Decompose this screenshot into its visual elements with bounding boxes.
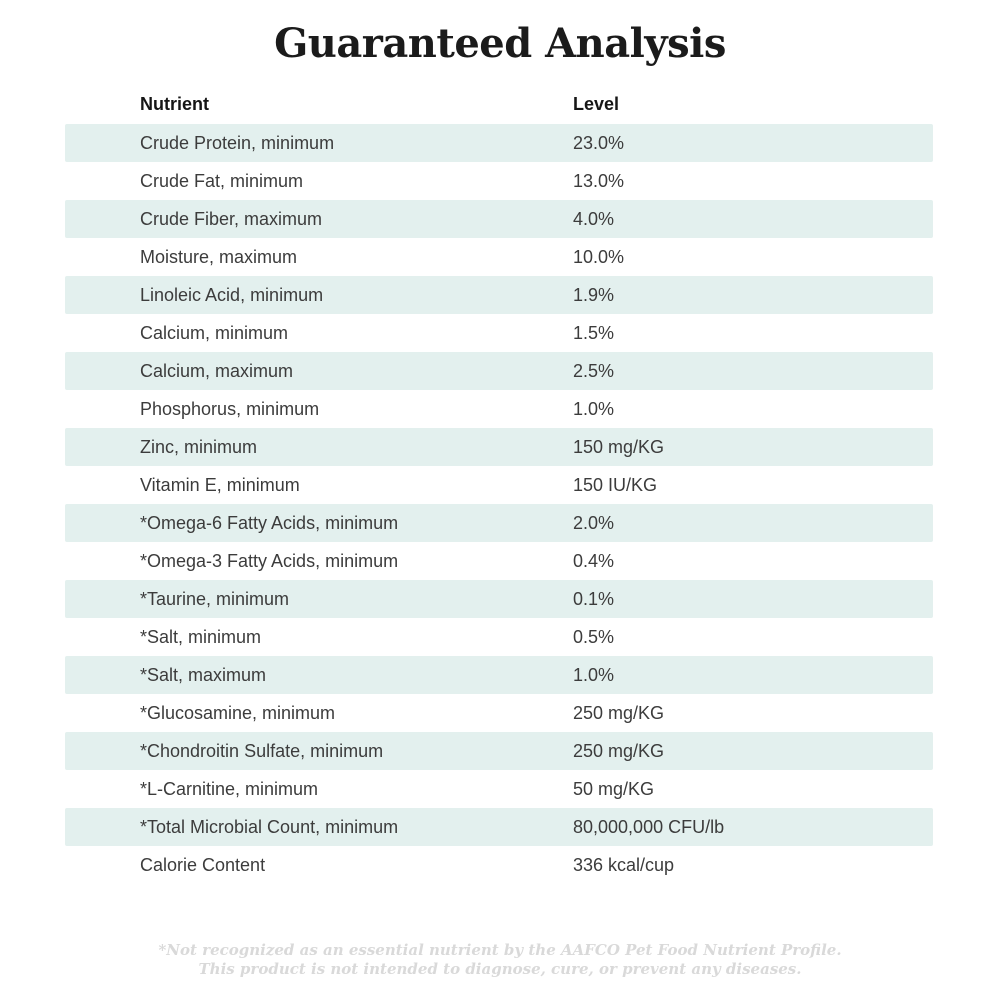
table-row: *Salt, minimum 0.5% <box>65 618 933 656</box>
table-row: Phosphorus, minimum 1.0% <box>65 390 933 428</box>
table-row: Calcium, maximum 2.5% <box>65 352 933 390</box>
nutrient-cell: *Salt, maximum <box>140 664 267 685</box>
table-row: *Taurine, minimum 0.1% <box>65 580 933 618</box>
level-cell: 1.0% <box>573 398 615 419</box>
column-header-nutrient: Nutrient <box>140 93 209 114</box>
table-row: Calorie Content 336 kcal/cup <box>65 846 933 884</box>
level-cell: 1.0% <box>573 664 615 685</box>
level-cell: 4.0% <box>573 208 615 229</box>
table-row: Crude Fiber, maximum 4.0% <box>65 200 933 238</box>
nutrient-cell: *Total Microbial Count, minimum <box>140 816 399 837</box>
table-row: Vitamin E, minimum 150 IU/KG <box>65 466 933 504</box>
nutrient-cell: Crude Fiber, maximum <box>140 208 323 229</box>
nutrient-cell: Phosphorus, minimum <box>140 398 320 419</box>
table-row: *Omega-3 Fatty Acids, minimum 0.4% <box>65 542 933 580</box>
table-header-row: Nutrient Level <box>65 84 933 124</box>
table-row: Linoleic Acid, minimum 1.9% <box>65 276 933 314</box>
level-cell: 50 mg/KG <box>573 778 655 799</box>
table-row: Moisture, maximum 10.0% <box>65 238 933 276</box>
nutrient-cell: *Chondroitin Sulfate, minimum <box>140 740 384 761</box>
level-cell: 250 mg/KG <box>573 740 665 761</box>
table-row: Zinc, minimum 150 mg/KG <box>65 428 933 466</box>
table-row: *Glucosamine, minimum 250 mg/KG <box>65 694 933 732</box>
nutrient-cell: Zinc, minimum <box>140 436 258 457</box>
footnote-line-1: *Not recognized as an essential nutrient… <box>158 941 842 959</box>
level-cell: 2.0% <box>573 512 615 533</box>
table-row: *Chondroitin Sulfate, minimum 250 mg/KG <box>65 732 933 770</box>
nutrient-cell: Calorie Content <box>140 854 266 875</box>
nutrient-table: Nutrient Level Crude Protein, minimum 23.… <box>65 84 933 884</box>
nutrient-cell: Vitamin E, minimum <box>140 474 300 495</box>
level-cell: 150 mg/KG <box>573 436 665 457</box>
nutrient-cell: Calcium, minimum <box>140 322 289 343</box>
table-row: *Total Microbial Count, minimum 80,000,00… <box>65 808 933 846</box>
nutrient-cell: Crude Protein, minimum <box>140 132 335 153</box>
level-cell: 13.0% <box>573 170 625 191</box>
column-header-level: Level <box>573 93 620 114</box>
nutrient-cell: *Glucosamine, minimum <box>140 702 336 723</box>
nutrient-cell: *Salt, minimum <box>140 626 262 647</box>
table-row: Crude Fat, minimum 13.0% <box>65 162 933 200</box>
level-cell: 23.0% <box>573 132 625 153</box>
level-cell: 10.0% <box>573 246 625 267</box>
level-cell: 1.5% <box>573 322 615 343</box>
table-row: Crude Protein, minimum 23.0% <box>65 124 933 162</box>
nutrient-cell: *Taurine, minimum <box>140 588 290 609</box>
nutrient-cell: *L-Carnitine, minimum <box>140 778 319 799</box>
nutrient-cell: *Omega-3 Fatty Acids, minimum <box>140 550 399 571</box>
level-cell: 80,000,000 CFU/lb <box>573 816 725 837</box>
footnote: *Not recognized as an essential nutrient… <box>0 941 1000 979</box>
nutrient-cell: Moisture, maximum <box>140 246 298 267</box>
nutrient-cell: *Omega-6 Fatty Acids, minimum <box>140 512 399 533</box>
nutrient-cell: Linoleic Acid, minimum <box>140 284 324 305</box>
table-row: *L-Carnitine, minimum 50 mg/KG <box>65 770 933 808</box>
footnote-line-2: This product is not intended to diagnose… <box>198 960 802 978</box>
level-cell: 336 kcal/cup <box>573 854 675 875</box>
nutrient-cell: Calcium, maximum <box>140 360 294 381</box>
level-cell: 2.5% <box>573 360 615 381</box>
nutrient-cell: Crude Fat, minimum <box>140 170 304 191</box>
table-row: *Salt, maximum 1.0% <box>65 656 933 694</box>
level-cell: 1.9% <box>573 284 615 305</box>
level-cell: 150 IU/KG <box>573 474 658 495</box>
table-row: Calcium, minimum 1.5% <box>65 314 933 352</box>
table-body: Crude Protein, minimum 23.0% Crude Fat, mi… <box>65 124 933 884</box>
page-title: Guaranteed Analysis <box>274 20 726 67</box>
level-cell: 0.4% <box>573 550 615 571</box>
level-cell: 250 mg/KG <box>573 702 665 723</box>
level-cell: 0.1% <box>573 588 615 609</box>
table-row: *Omega-6 Fatty Acids, minimum 2.0% <box>65 504 933 542</box>
level-cell: 0.5% <box>573 626 615 647</box>
